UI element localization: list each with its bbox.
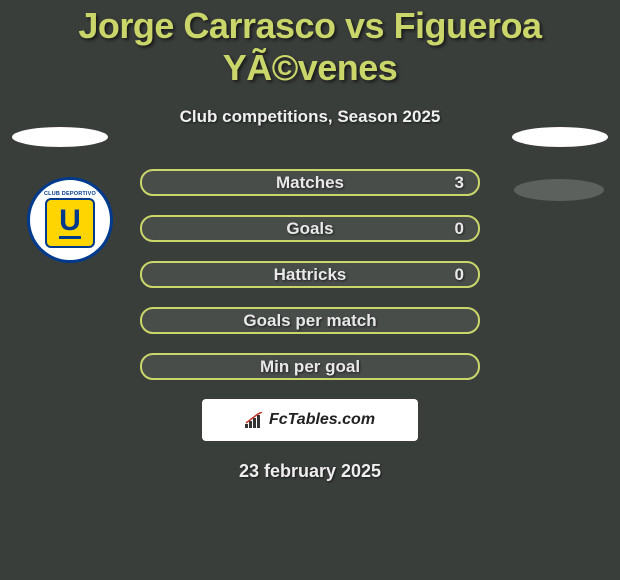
player-left-avatar-placeholder — [12, 127, 108, 147]
player-right-avatar-placeholder — [512, 127, 608, 147]
club-badge-right-placeholder — [514, 179, 604, 201]
stat-row: Min per goal — [140, 353, 480, 380]
stat-label: Goals per match — [243, 311, 376, 331]
chart-icon — [245, 412, 265, 428]
stat-value-right: 0 — [455, 265, 464, 285]
club-badge-inner: U — [45, 198, 95, 248]
club-badge-top-text: CLUB DEPORTIVO — [44, 191, 96, 197]
club-badge-letter: U — [59, 206, 81, 239]
stat-row: Goals per match — [140, 307, 480, 334]
stat-label: Hattricks — [274, 265, 347, 285]
club-badge-left: CLUB DEPORTIVO U — [27, 177, 113, 263]
stat-value-right: 0 — [455, 219, 464, 239]
attribution-box: FcTables.com — [202, 399, 418, 441]
stat-row: Matches 3 — [140, 169, 480, 196]
stat-value-right: 3 — [455, 173, 464, 193]
stat-rows-container: Matches 3 Goals 0 Hattricks 0 Goals per … — [140, 169, 480, 380]
stat-label: Goals — [286, 219, 333, 239]
stat-label: Min per goal — [260, 357, 360, 377]
comparison-date: 23 february 2025 — [0, 461, 620, 482]
comparison-title: Jorge Carrasco vs Figueroa YÃ©venes — [0, 0, 620, 89]
stat-row: Hattricks 0 — [140, 261, 480, 288]
stat-label: Matches — [276, 173, 344, 193]
attribution-text: FcTables.com — [269, 411, 375, 429]
stat-row: Goals 0 — [140, 215, 480, 242]
comparison-subtitle: Club competitions, Season 2025 — [0, 107, 620, 127]
